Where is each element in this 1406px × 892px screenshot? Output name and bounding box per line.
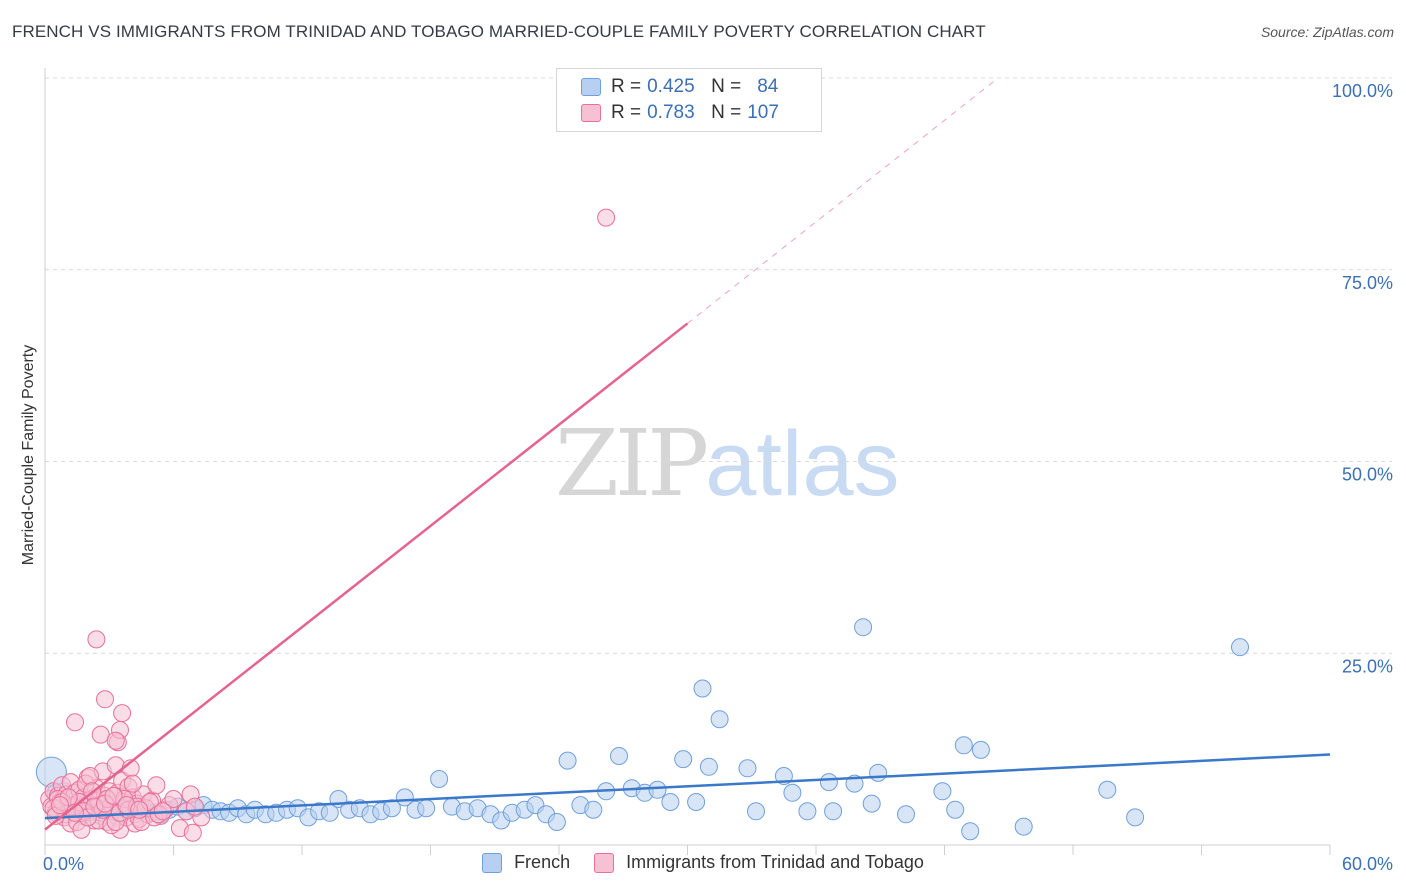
point-french (430, 770, 449, 788)
chart-title: FRENCH VS IMMIGRANTS FROM TRINIDAD AND T… (12, 22, 986, 41)
point-french (1014, 817, 1033, 836)
point-french (648, 780, 667, 799)
legend-n-label: N = (711, 76, 742, 97)
point-french (783, 783, 802, 802)
legend-row-trinidad: R = 0.783 N = 107 (581, 101, 779, 125)
point-trinidad (130, 800, 149, 819)
bottom-legend-french: French (482, 852, 570, 873)
legend-r-label: R = (611, 102, 642, 123)
point-trinidad (597, 208, 616, 227)
y-tick-label: 25.0% (1342, 656, 1393, 676)
y-tick-label: 75.0% (1342, 273, 1393, 293)
point-trinidad (96, 690, 114, 709)
point-trinidad (91, 725, 110, 744)
point-french (971, 740, 990, 759)
point-french (417, 799, 436, 818)
bottom-legend-label-trinidad: Immigrants from Trinidad and Tobago (626, 852, 924, 872)
legend-r-value-french: 0.425 (647, 76, 695, 97)
point-trinidad (104, 786, 123, 805)
bottom-legend-label-french: French (514, 852, 571, 872)
point-french (584, 800, 603, 819)
legend-r-label: R = (611, 76, 642, 97)
source-credit: Source: ZipAtlas.com (1260, 24, 1394, 40)
legend-swatch-french (581, 78, 601, 96)
point-french (824, 802, 843, 821)
x-tick-label: 60.0% (1342, 854, 1393, 874)
watermark-atlas: atlas (705, 413, 900, 515)
legend-n-value-french: 84 (757, 76, 779, 97)
point-french (674, 750, 693, 769)
legend-n-label: N = (711, 102, 742, 123)
point-french (747, 802, 765, 821)
point-trinidad (87, 630, 106, 649)
point-french (661, 793, 680, 811)
trend-extension-trinidad (687, 77, 999, 324)
bottom-legend-swatch-trinidad (594, 852, 615, 873)
point-trinidad (106, 731, 125, 750)
point-trinidad (185, 797, 204, 816)
point-trinidad (123, 774, 142, 793)
point-trinidad (113, 704, 132, 723)
point-trinidad (66, 713, 84, 732)
point-french (687, 793, 706, 811)
point-french (693, 679, 712, 698)
point-trinidad (147, 776, 166, 795)
bottom-legend-trinidad: Immigrants from Trinidad and Tobago (594, 852, 924, 873)
point-french (547, 813, 566, 831)
point-french (610, 747, 628, 765)
point-french (1126, 808, 1145, 827)
point-french (819, 773, 838, 792)
point-french (862, 794, 881, 813)
point-french (558, 751, 577, 770)
bottom-legend: French Immigrants from Trinidad and Toba… (0, 852, 1406, 873)
point-trinidad (51, 796, 69, 815)
point-french (946, 800, 965, 819)
bottom-legend-swatch-french (482, 852, 503, 873)
legend-r-value-trinidad: 0.783 (647, 102, 695, 123)
point-french (961, 822, 980, 841)
point-french (382, 799, 401, 818)
watermark: ZIPatlas (555, 410, 900, 517)
point-trinidad (81, 767, 99, 785)
x-tick-label: 0.0% (43, 854, 84, 874)
gridlines (45, 77, 1392, 654)
legend-n-value-trinidad: 107 (747, 102, 779, 123)
watermark-zip: ZIP (555, 410, 709, 517)
point-trinidad (164, 790, 183, 808)
point-french (699, 757, 718, 776)
point-french (897, 805, 915, 824)
point-french (1231, 638, 1249, 657)
point-french (854, 618, 873, 637)
y-tick-label: 100.0% (1332, 81, 1393, 101)
point-french (738, 759, 757, 778)
trend-line-trinidad (44, 322, 689, 831)
point-trinidad (183, 823, 202, 842)
point-french (954, 736, 973, 755)
point-french (1098, 780, 1117, 799)
legend-row-french: R = 0.425 N = 84 (581, 75, 778, 99)
point-trinidad (106, 756, 125, 775)
y-tick-label: 50.0% (1342, 465, 1393, 485)
legend-swatch-trinidad (581, 104, 601, 122)
y-axis-label: Married-Couple Family Poverty (20, 344, 37, 566)
data-points (35, 208, 1249, 842)
point-french (710, 710, 729, 729)
legend-box: R = 0.425 N = 84 R = 0.783 N = 107 (556, 68, 822, 132)
point-french (798, 802, 817, 821)
trend-lines (44, 77, 1331, 831)
point-french (869, 763, 888, 782)
trend-line-french (44, 753, 1331, 820)
axes (44, 68, 1331, 855)
tick-labels: 25.0% 50.0% 75.0% 100.0% 0.0% 60.0% (43, 81, 1393, 874)
point-french (933, 782, 952, 801)
